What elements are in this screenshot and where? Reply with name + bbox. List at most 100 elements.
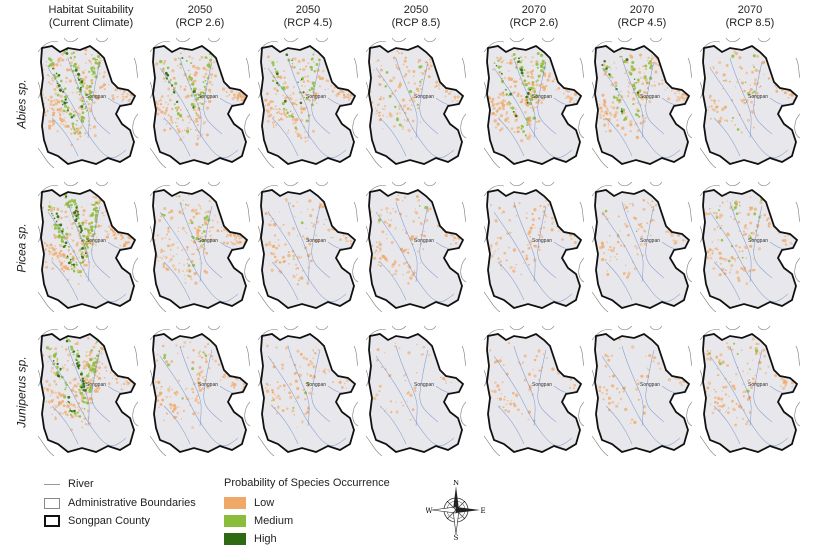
- column-header-2070-rcp26: 2070 (RCP 2.6): [484, 4, 584, 30]
- river-line: [709, 67, 789, 158]
- compass-rose-icon: N S E W: [426, 480, 486, 540]
- medium-swatch: [224, 515, 246, 527]
- admin-boundary: [484, 185, 505, 197]
- map-svg: Songpan: [38, 182, 138, 312]
- river-line: [497, 405, 525, 445]
- county-area: [369, 334, 463, 452]
- map-panel: Songpan: [700, 326, 800, 456]
- river-line: [419, 349, 439, 423]
- row-label-text: Juniperus sp.: [15, 356, 29, 428]
- admin-boundary: [700, 369, 703, 387]
- admin-boundary: [541, 182, 555, 187]
- admin-boundary: [315, 326, 329, 331]
- legend-river: River: [44, 478, 94, 490]
- row-label-abies: Abies sp.: [12, 44, 32, 164]
- river-line: [553, 97, 579, 106]
- admin-boundary: [461, 57, 466, 79]
- county-border: [260, 332, 357, 453]
- admin-boundary: [133, 201, 138, 223]
- admin-boundary: [484, 369, 487, 387]
- county-area: [595, 46, 689, 164]
- admin-boundary: [245, 201, 250, 223]
- county-area: [41, 334, 135, 452]
- admin-boundary: [578, 257, 584, 283]
- river-line: [513, 57, 536, 139]
- map-svg: Songpan: [366, 38, 466, 168]
- river-line: [601, 355, 681, 446]
- county-border: [702, 188, 799, 309]
- column-header-2050-rcp45: 2050 (RCP 4.5): [258, 4, 358, 30]
- river-line: [769, 385, 795, 394]
- map-svg: Songpan: [484, 326, 584, 456]
- songpan-town-label: Songpan: [640, 238, 660, 244]
- suitability-layer: [154, 341, 247, 429]
- admin-boundary: [175, 182, 191, 187]
- admin-boundary: [794, 401, 800, 427]
- county-area: [261, 334, 355, 452]
- river-line: [713, 261, 741, 301]
- county-border: [40, 332, 137, 453]
- admin-boundary: [38, 225, 41, 243]
- admin-boundary: [366, 435, 383, 456]
- county-border: [368, 188, 465, 309]
- compass-n: N: [453, 480, 459, 487]
- legend-admin: Administrative Boundaries: [44, 497, 196, 509]
- admin-boundary: [509, 182, 525, 187]
- admin-boundary: [244, 401, 250, 427]
- admin-boundary: [579, 201, 584, 223]
- admin-boundary: [592, 41, 613, 53]
- admin-boundary: [649, 182, 663, 187]
- admin-boundary: [63, 38, 79, 43]
- admin-boundary: [366, 225, 369, 243]
- legend-probability-title-text: Probability of Species Occurrence: [224, 477, 390, 489]
- river-line: [107, 385, 133, 394]
- map-svg: Songpan: [366, 182, 466, 312]
- songpan-town-label: Songpan: [748, 94, 768, 100]
- admin-boundary: [617, 38, 633, 43]
- admin-boundary: [541, 326, 555, 331]
- admin-boundary: [687, 345, 692, 367]
- map-svg: Songpan: [258, 326, 358, 456]
- map-svg: Songpan: [150, 182, 250, 312]
- admin-boundary: [258, 291, 275, 312]
- river-line: [47, 211, 127, 302]
- admin-boundary: [258, 185, 279, 197]
- legend-class-medium: Medium: [224, 515, 293, 527]
- river-line: [287, 201, 310, 283]
- admin-boundary: [391, 182, 407, 187]
- river-line: [163, 261, 191, 301]
- suitability-layer: [41, 336, 135, 432]
- river-line: [163, 405, 191, 445]
- admin-boundary: [366, 291, 383, 312]
- admin-boundary: [175, 326, 191, 331]
- admin-boundary: [461, 201, 466, 223]
- admin-boundary: [38, 291, 55, 312]
- column-header-line1: 2050: [187, 4, 213, 16]
- songpan-town-label: Songpan: [414, 238, 434, 244]
- admin-boundary: [207, 326, 221, 331]
- column-header-line2: (RCP 8.5): [725, 17, 775, 29]
- map-svg: Songpan: [150, 38, 250, 168]
- admin-boundary: [38, 147, 55, 168]
- river-line: [51, 261, 79, 301]
- suitability-layer: [598, 337, 689, 425]
- admin-boundary: [258, 147, 275, 168]
- river-line: [493, 211, 573, 302]
- legend-class-label: Low: [254, 497, 275, 509]
- admin-boundary: [725, 326, 741, 331]
- songpan-town-label: Songpan: [198, 238, 218, 244]
- river-line: [47, 355, 127, 446]
- admin-boundary: [687, 57, 692, 79]
- river-line: [553, 385, 579, 394]
- admin-boundary: [244, 257, 250, 283]
- river-line: [179, 57, 202, 139]
- admin-boundary: [579, 57, 584, 79]
- admin-boundary: [592, 329, 613, 341]
- admin-boundary: [484, 147, 501, 168]
- admin-boundary: [460, 257, 466, 283]
- map-panel: Songpan: [38, 182, 138, 312]
- admin-boundary: [757, 326, 771, 331]
- admin-boundary: [353, 201, 358, 223]
- column-header-2070-rcp85: 2070 (RCP 8.5): [700, 4, 800, 30]
- admin-boundary: [133, 57, 138, 79]
